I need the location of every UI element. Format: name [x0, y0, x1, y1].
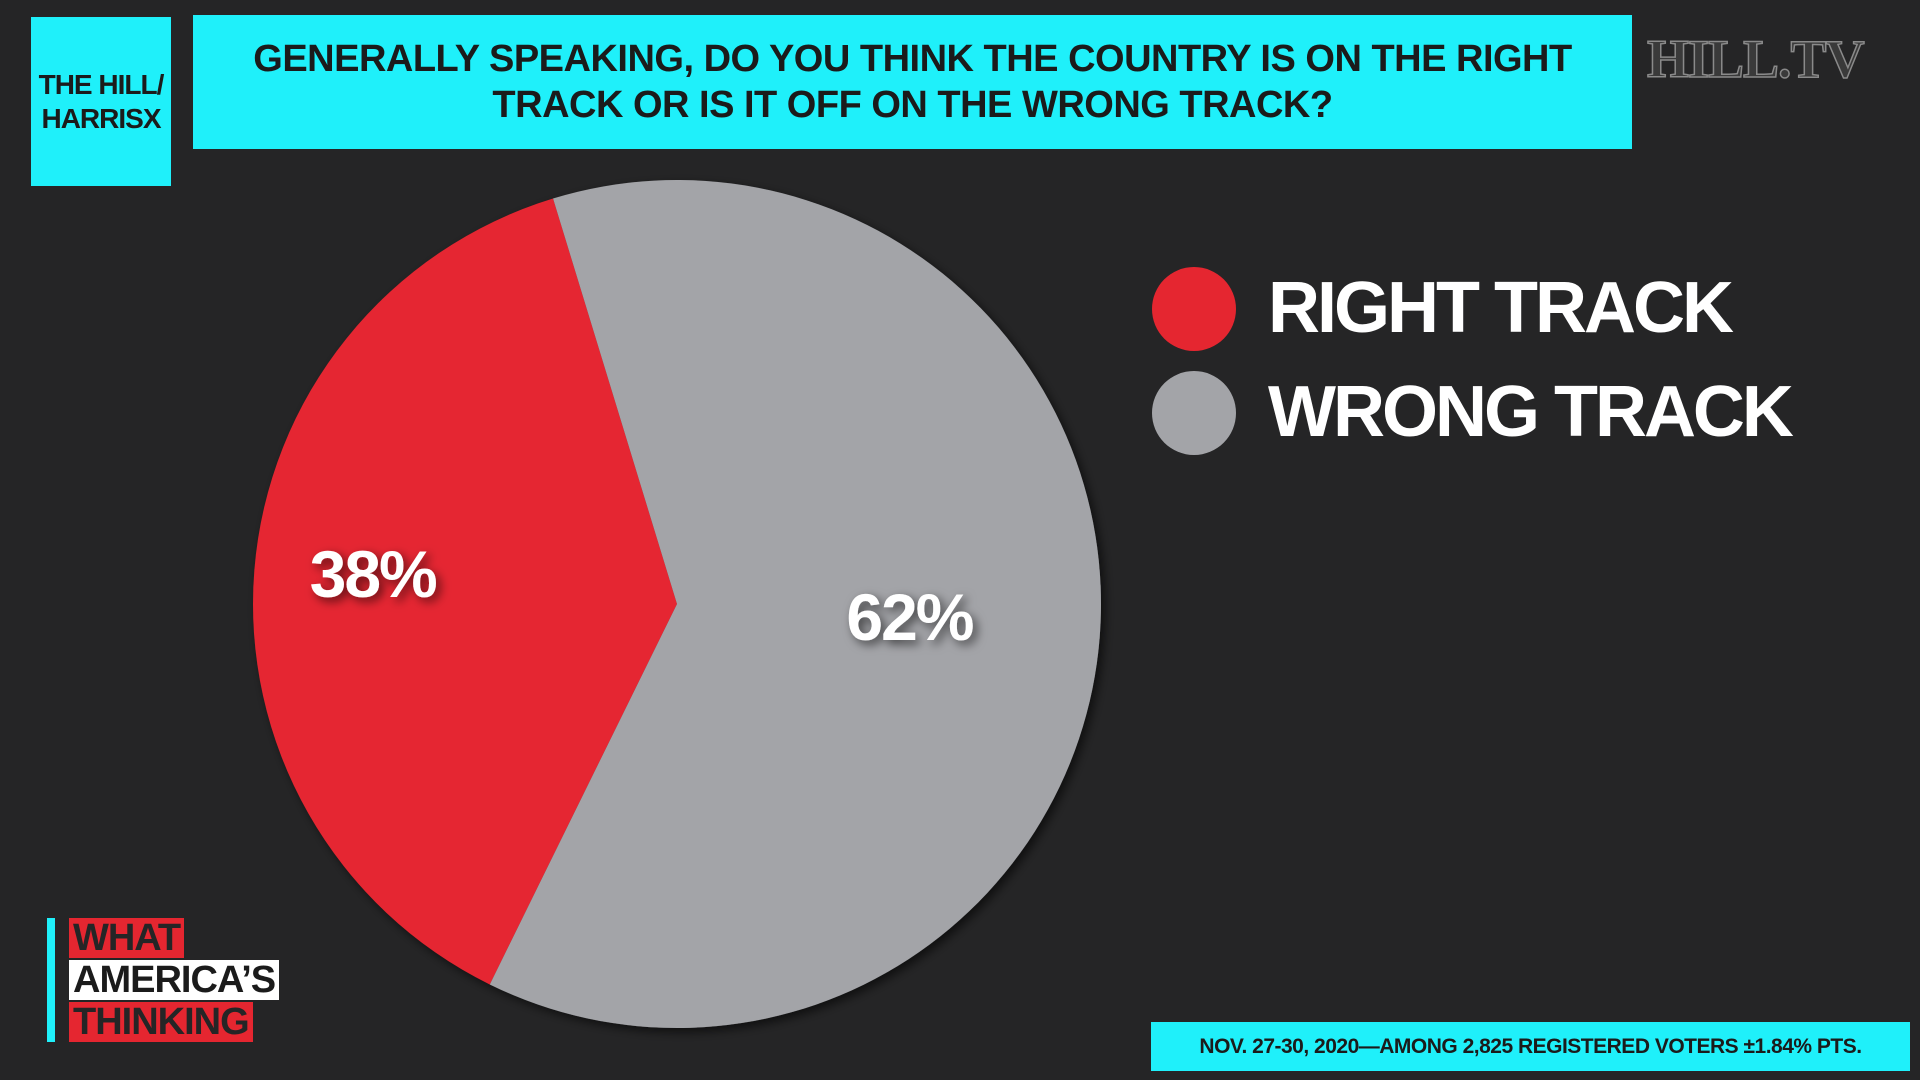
poll-logo: THE HILL/ HARRISX	[31, 17, 171, 186]
show-logo-line: WHAT	[69, 918, 185, 958]
data-label: 38%	[310, 537, 436, 611]
show-logo-line: THINKING	[69, 1002, 253, 1042]
pie-slice	[489, 180, 1102, 1029]
pie	[253, 180, 1102, 1029]
chart-title: GENERALLY SPEAKING, DO YOU THINK THE COU…	[193, 15, 1632, 149]
legend-label: WRONG TRACK	[1268, 372, 1794, 452]
network-logo: HILL.TV	[1646, 28, 1865, 90]
footnote: NOV. 27-30, 2020—AMONG 2,825 REGISTERED …	[1151, 1022, 1910, 1071]
show-logo-line: AMERICA’S	[69, 960, 280, 1000]
data-label: 62%	[846, 580, 972, 654]
poll-logo-line: THE HILL/	[38, 68, 165, 100]
poll-logo-line: HARRISX	[41, 102, 161, 134]
legend-swatch	[1152, 267, 1236, 351]
legend-swatch	[1152, 371, 1236, 455]
show-logo: WHAT AMERICA’S THINKING	[47, 918, 280, 1042]
pie-slice	[253, 198, 677, 985]
legend-label: RIGHT TRACK	[1268, 268, 1734, 348]
